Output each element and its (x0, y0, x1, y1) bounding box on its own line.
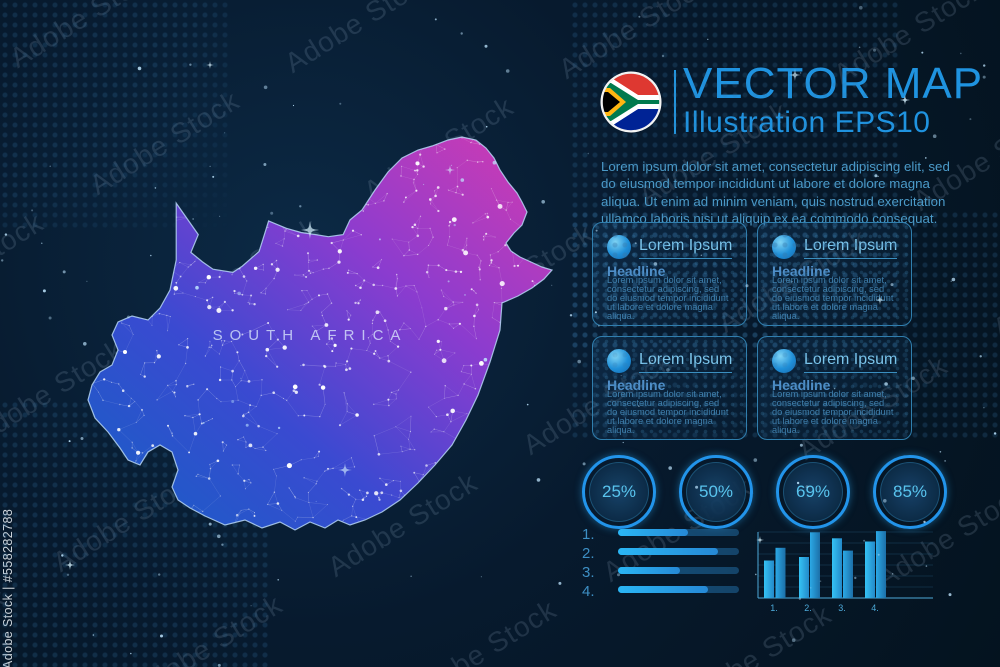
svg-text:SOUTH AFRICA: SOUTH AFRICA (213, 327, 408, 344)
